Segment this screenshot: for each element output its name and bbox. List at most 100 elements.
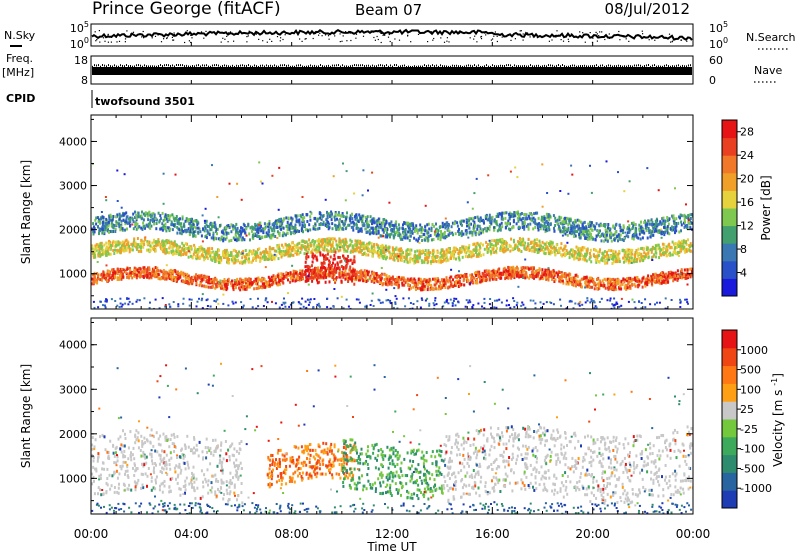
power-cell — [171, 246, 174, 249]
power-cell — [689, 249, 692, 253]
power-cell — [169, 275, 172, 279]
power-cell — [450, 283, 453, 287]
power-cell — [449, 251, 452, 254]
noise-search-dot — [246, 41, 248, 43]
noise-search-dot — [519, 30, 521, 32]
power-cell — [540, 274, 542, 278]
power-cell — [295, 250, 298, 254]
power-cell — [518, 275, 521, 279]
power-cell — [574, 256, 577, 260]
power-cell — [162, 269, 165, 272]
power-cell — [173, 252, 176, 256]
power-cell — [592, 278, 595, 281]
power-cell — [153, 271, 156, 275]
power-cell — [230, 284, 233, 288]
power-cell — [602, 252, 605, 256]
freq-dot — [654, 64, 655, 67]
noise-search-dot — [154, 35, 157, 37]
power-cell — [326, 241, 329, 245]
power-cell — [219, 259, 222, 263]
power-cell — [248, 249, 251, 253]
power-cell — [401, 283, 404, 287]
power-cell — [214, 253, 216, 257]
power-cell — [479, 242, 482, 246]
power-cell — [643, 257, 646, 261]
power-cell — [593, 287, 596, 291]
power-cell — [158, 243, 161, 247]
power-cell — [222, 254, 224, 258]
power-cell — [443, 279, 446, 283]
power-cell — [597, 254, 600, 258]
power-cell — [356, 246, 358, 250]
power-cell — [508, 243, 511, 247]
power-cell — [572, 276, 575, 280]
power-cell — [383, 278, 386, 281]
power-cell — [333, 237, 336, 241]
power-cell — [544, 247, 547, 251]
freq-dot — [102, 64, 103, 67]
power-cell — [155, 244, 157, 248]
power-cell — [309, 241, 312, 245]
power-cell — [128, 276, 130, 280]
power-cell — [268, 253, 271, 257]
power-cell — [181, 241, 184, 245]
power-cell — [583, 275, 585, 279]
power-cell — [352, 277, 355, 281]
power-cell — [550, 241, 553, 245]
noise-search-dot — [480, 36, 482, 38]
freq-left-label-2: [MHz] — [2, 66, 34, 79]
power-cell — [193, 246, 196, 250]
noise-search-dot — [690, 39, 692, 41]
power-cell — [328, 239, 331, 243]
power-cell — [624, 284, 627, 288]
power-cell — [165, 250, 168, 254]
power-cell — [105, 245, 108, 249]
noise-search-dot — [562, 40, 565, 42]
power-cell — [542, 273, 545, 277]
power-cell — [660, 253, 663, 257]
power-cell — [282, 249, 285, 253]
power-cell — [359, 239, 362, 243]
power-cell — [198, 227, 201, 231]
power-cell — [149, 272, 152, 276]
power-cell — [432, 253, 435, 256]
power-cell — [642, 258, 645, 262]
power-cell — [560, 275, 563, 279]
freq-dot — [160, 64, 161, 67]
power-cell — [135, 276, 138, 280]
power-cell — [668, 242, 671, 246]
power-cell — [278, 247, 281, 251]
power-cell — [426, 258, 429, 262]
power-cell — [281, 276, 284, 280]
power-cell — [552, 276, 555, 280]
power-cell — [278, 275, 281, 279]
power-cell — [171, 251, 174, 255]
freq-dot — [204, 64, 205, 67]
power-cell — [584, 276, 587, 279]
freq-dot — [182, 64, 183, 67]
power-cell — [671, 240, 674, 244]
freq-dot — [400, 65, 401, 68]
power-cell — [203, 256, 206, 260]
power-cell — [612, 285, 614, 289]
power-cell — [629, 276, 632, 280]
power-cell — [522, 241, 525, 245]
freq-dot — [574, 64, 575, 67]
power-cell — [441, 256, 444, 260]
power-cell — [371, 249, 374, 253]
power-cell — [589, 252, 591, 255]
power-cell — [477, 254, 480, 258]
power-cell — [175, 275, 178, 279]
power-cell — [393, 282, 396, 286]
power-cell — [348, 244, 351, 248]
freq-dot — [344, 65, 345, 68]
power-cell — [117, 270, 120, 273]
power-cell — [689, 275, 692, 279]
power-cell — [258, 229, 261, 233]
power-cell — [663, 243, 666, 246]
power-cell — [271, 281, 274, 285]
power-cell — [591, 228, 594, 232]
power-cell — [467, 246, 470, 250]
freq-dot — [666, 64, 667, 67]
power-cell — [422, 279, 425, 283]
